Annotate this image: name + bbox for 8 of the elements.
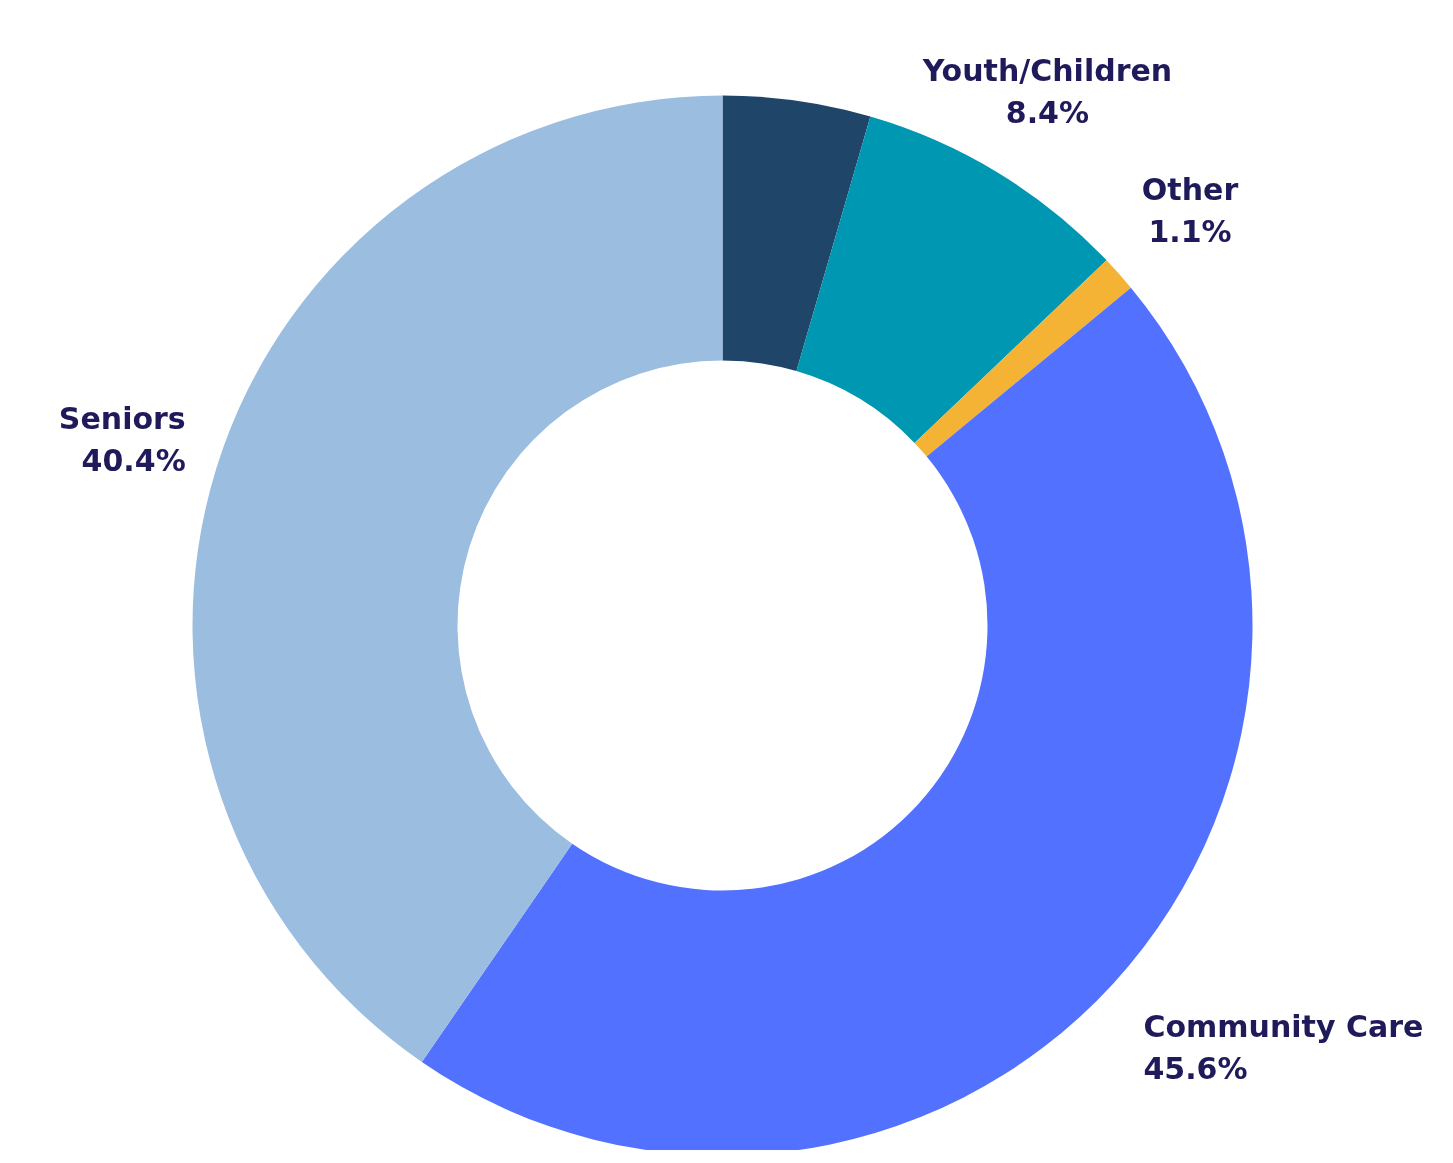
slice-label: Seniors <box>58 401 186 437</box>
slice-label: Youth/Children <box>921 53 1173 89</box>
data-label: 8.4% <box>1005 95 1089 131</box>
data-label: 40.4% <box>81 443 186 479</box>
data-label: 45.6% <box>1143 1051 1248 1087</box>
slice-label: Other <box>1141 172 1239 208</box>
data-label: 1.1% <box>1148 214 1232 250</box>
slice-label: Community Care <box>1143 1009 1424 1045</box>
